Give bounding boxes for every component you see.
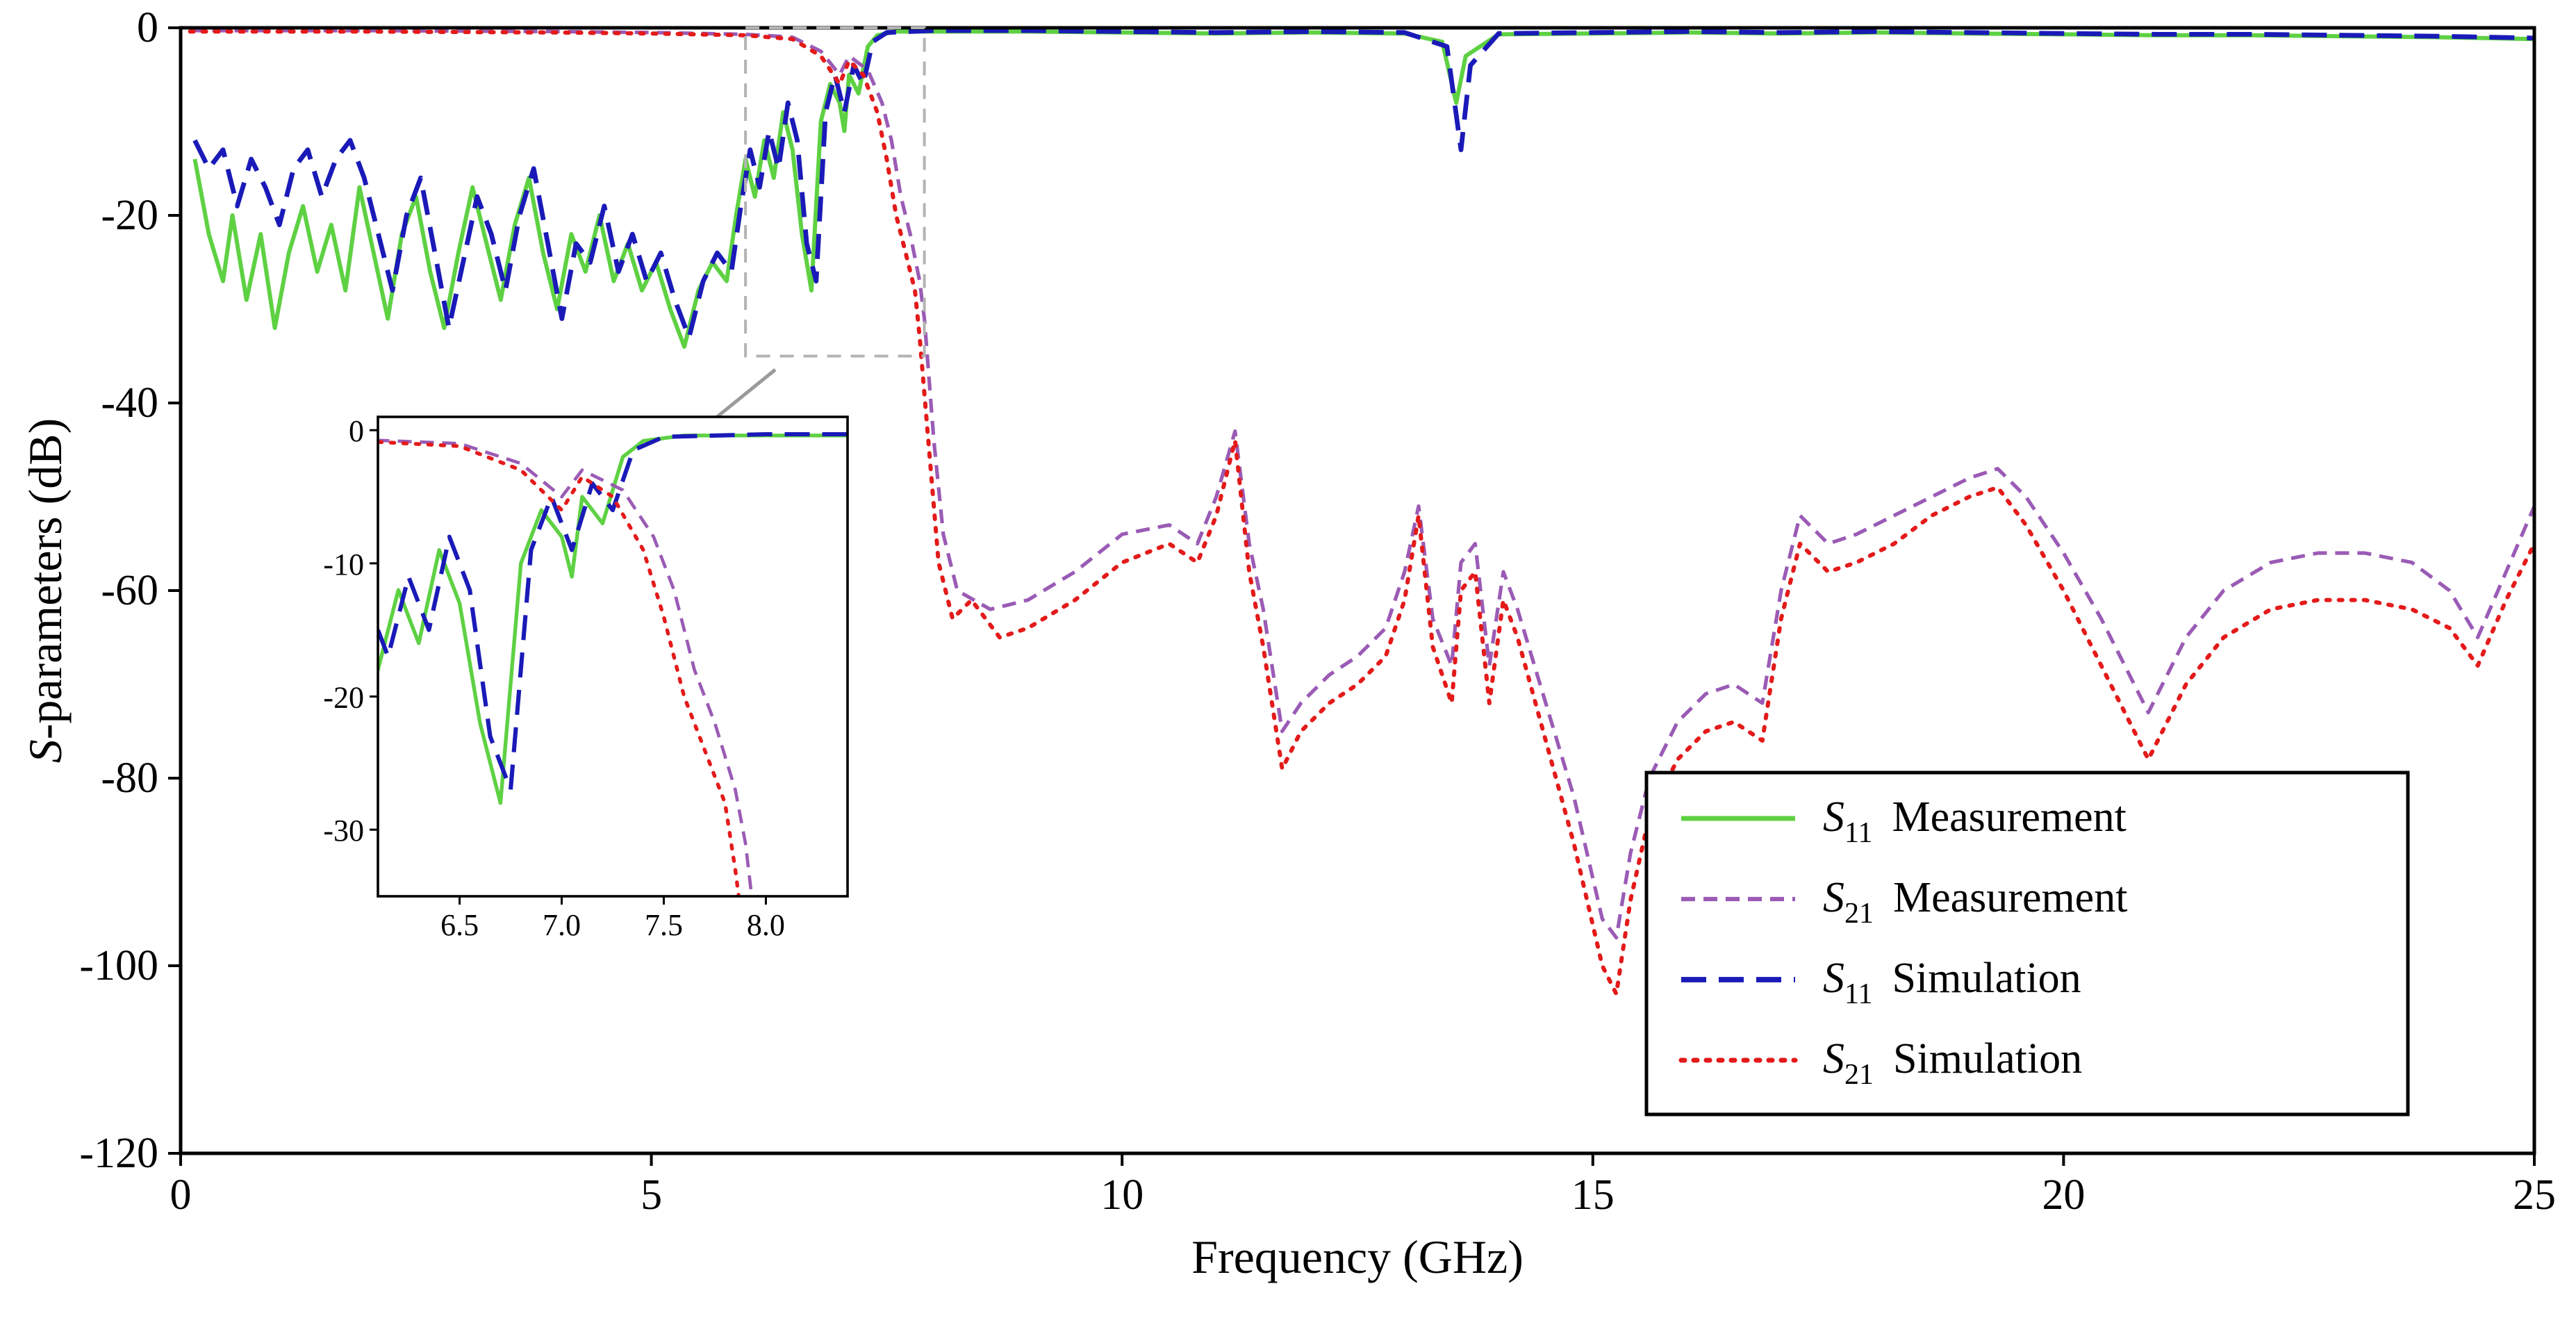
legend-label-s21-simulation: S21 Simulation [1823,1035,2082,1091]
x-tick-label-0: 0 [170,1171,192,1219]
legend-entry-s21-measurement: S21 Measurement [1681,874,2127,930]
series-line-s11-measurement [192,29,2534,349]
series-line-s21-measurement [190,28,2534,940]
x-tick-label-5: 5 [641,1171,662,1219]
y-tick-label--120: -120 [79,1130,158,1177]
inset-series-line-s21-measurement [378,438,754,896]
inset-y-tick-label-2: -20 [323,681,364,715]
legend-entry-s11-measurement: S11 Measurement [1681,793,2127,849]
x-tick-label-25: 25 [2513,1171,2556,1219]
inset-x-tick-label-3: 8.0 [747,908,785,942]
inset-series-group [378,431,848,896]
plot-series-group [188,28,2534,996]
legend-entry-s11-simulation: S11 Simulation [1681,955,2081,1010]
inset-y-tick-label-1: -10 [323,547,364,582]
y-tick-label--20: -20 [101,192,158,239]
inset-frame [377,415,849,898]
y-tick-label--40: -40 [101,379,158,427]
x-tick-label-10: 10 [1100,1171,1143,1219]
y-tick-label--60: -60 [101,567,158,614]
y-axis-label: S-parameters (dB) [19,418,72,764]
y-tick-label--80: -80 [101,755,158,802]
inset-y-tick-label-0: 0 [349,414,364,448]
inset-x-tick-label-2: 7.5 [645,908,683,942]
x-axis-label: Frequency (GHz) [1191,1230,1524,1283]
legend-label-s11-simulation: S11 Simulation [1823,955,2081,1010]
inset-x-tick-label-1: 7.0 [543,908,581,942]
zoom-region-box [744,26,926,358]
legend-label-s21-measurement: S21 Measurement [1823,874,2127,930]
series-line-s21-simulation [188,29,2534,996]
inset-y-tick-label-3: -30 [323,814,364,848]
x-tick-label-15: 15 [1571,1171,1615,1219]
inset-x-tick-label-0: 6.5 [440,908,479,942]
legend-entry-s21-simulation: S21 Simulation [1678,1035,2082,1091]
y-tick-label--100: -100 [79,942,158,989]
series-line-s11-simulation [192,28,2534,340]
legend-label-s11-measurement: S11 Measurement [1823,793,2127,849]
y-tick-label-0: 0 [137,4,158,51]
legend-box [1644,771,2410,1117]
x-tick-label-20: 20 [2042,1171,2085,1219]
